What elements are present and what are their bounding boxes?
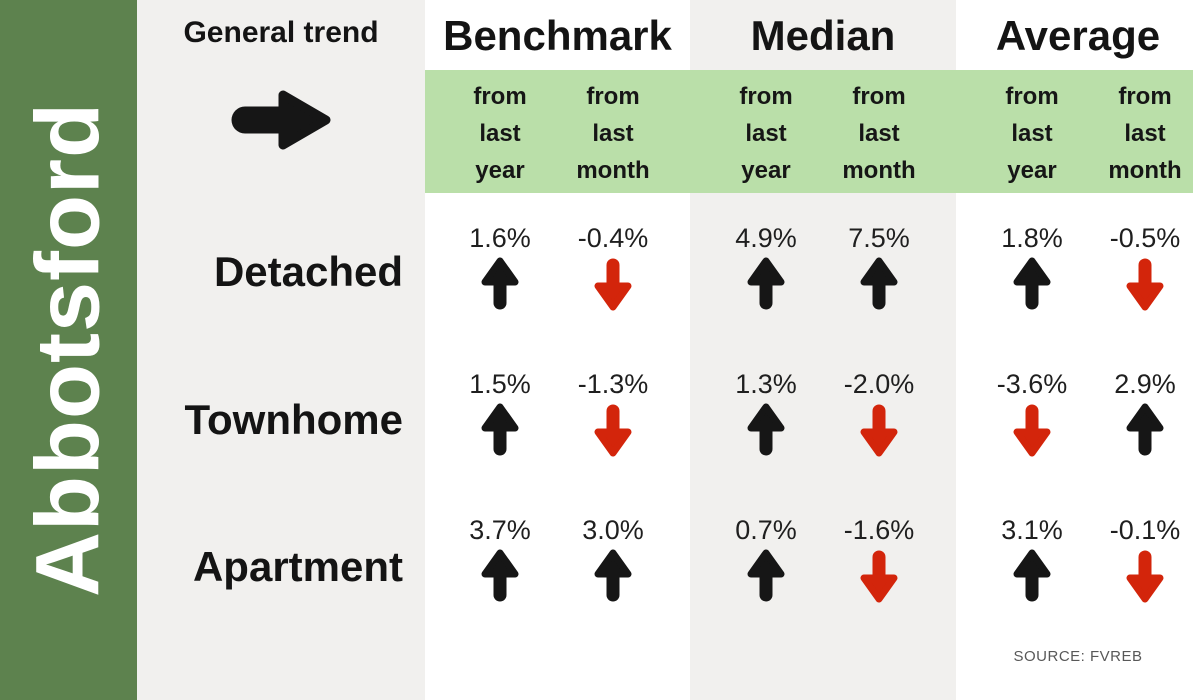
general-trend-label: General trend	[183, 16, 379, 49]
subheader-average-month: from last month	[1108, 83, 1182, 184]
trend-arrow-icon	[594, 549, 632, 602]
pct-value: -2.0%	[843, 369, 915, 399]
stat-cell: 7.5%	[824, 222, 934, 311]
pct-value: 7.5%	[848, 223, 910, 253]
trend-arrow-icon	[594, 404, 632, 457]
pct-value: -0.4%	[577, 223, 649, 253]
subheader-benchmark-year: from last year	[473, 83, 527, 184]
trend-arrow-icon	[1013, 549, 1051, 602]
pct-value: -3.6%	[996, 369, 1068, 399]
pct-value: 0.7%	[735, 515, 797, 545]
pct-value: 3.1%	[1001, 515, 1063, 545]
city-title: Abbotsford	[18, 102, 119, 597]
pct-value: 3.0%	[582, 515, 644, 545]
trend-arrow-icon	[860, 404, 898, 457]
trend-arrow-icon	[1126, 550, 1164, 603]
stat-cell: 1.8%	[977, 222, 1087, 311]
trend-arrow-icon	[481, 403, 519, 456]
stat-cell: 0.7%	[711, 514, 821, 603]
subheader-band	[425, 70, 1193, 193]
stat-cell: 3.7%	[445, 514, 555, 603]
stat-cell: 1.5%	[445, 368, 555, 457]
column-title-average: Average	[995, 12, 1161, 59]
column-title-median: Median	[750, 12, 896, 59]
pct-value: -1.6%	[843, 515, 915, 545]
trend-arrow-icon	[1126, 403, 1164, 456]
row-label-apartment: Apartment	[192, 543, 403, 590]
row-label-detached: Detached	[213, 248, 403, 295]
stat-cell: -2.0%	[824, 368, 934, 457]
stat-cell: 4.9%	[711, 222, 821, 311]
subheader-average-year: from last year	[1005, 83, 1059, 184]
stat-cell: -3.6%	[977, 368, 1087, 457]
trend-arrow-icon	[860, 257, 898, 310]
trend-arrow-icon	[860, 550, 898, 603]
stat-cell: 3.0%	[558, 514, 668, 603]
trend-arrow-icon	[481, 257, 519, 310]
stat-cell: -0.5%	[1090, 222, 1200, 311]
stat-cell: -1.6%	[824, 514, 934, 603]
pct-value: -0.5%	[1109, 223, 1181, 253]
trend-arrow-icon	[747, 549, 785, 602]
pct-value: 2.9%	[1114, 369, 1176, 399]
city-sidebar: Abbotsford	[0, 0, 137, 700]
trend-arrow-icon	[594, 258, 632, 311]
right-arrow-icon	[231, 90, 331, 150]
stat-cell: -0.4%	[558, 222, 668, 311]
stat-cell: 3.1%	[977, 514, 1087, 603]
stat-cell: -0.1%	[1090, 514, 1200, 603]
stat-cell: 2.9%	[1090, 368, 1200, 457]
stat-cell: 1.3%	[711, 368, 821, 457]
pct-value: -0.1%	[1109, 515, 1181, 545]
trend-arrow-icon	[1126, 258, 1164, 311]
source-note: SOURCE: FVREB	[1013, 648, 1143, 665]
subheader-median-month: from last month	[842, 83, 916, 184]
stat-cell: 1.6%	[445, 222, 555, 311]
trend-arrow-icon	[1013, 257, 1051, 310]
pct-value: 1.5%	[469, 369, 531, 399]
trend-arrow-icon	[747, 257, 785, 310]
pct-value: 4.9%	[735, 223, 797, 253]
pct-value: 1.6%	[469, 223, 531, 253]
pct-value: 1.8%	[1001, 223, 1063, 253]
subheader-median-year: from last year	[739, 83, 793, 184]
row-label-townhome: Townhome	[184, 396, 403, 443]
pct-value: -1.3%	[577, 369, 649, 399]
pct-value: 1.3%	[735, 369, 797, 399]
trend-arrow-icon	[747, 403, 785, 456]
column-title-benchmark: Benchmark	[443, 12, 672, 59]
trend-arrow-icon	[481, 549, 519, 602]
trend-arrow-icon	[1013, 404, 1051, 457]
stat-cell: -1.3%	[558, 368, 668, 457]
subheader-benchmark-month: from last month	[576, 83, 650, 184]
pct-value: 3.7%	[469, 515, 531, 545]
